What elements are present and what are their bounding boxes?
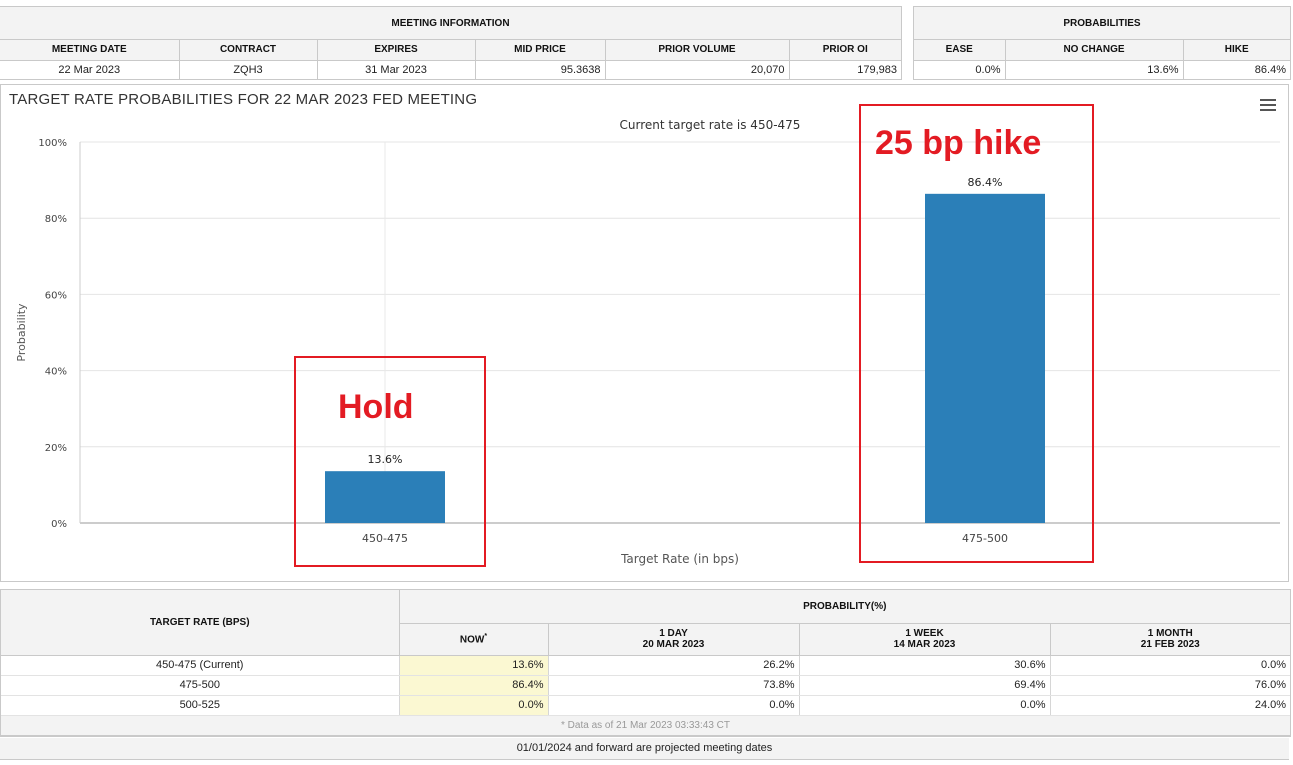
mid-price-value: 95.3638 [475,60,606,79]
projected-dates-note: 01/01/2024 and forward are projected mee… [0,738,1289,760]
y-tick-label: 100% [38,138,67,149]
x-tick-label: 475-500 [962,532,1008,545]
col-mid-price: MID PRICE [475,40,606,61]
col-hike: HIKE [1183,40,1290,61]
row-rate: 450-475 (Current) [1,655,400,676]
bar-data-label: 86.4% [968,176,1003,189]
contract-value: ZQH3 [179,60,318,79]
chart-subtitle: Current target rate is 450-475 [620,118,801,132]
probabilities-table: EASE NO CHANGE HIKE 0.0% 13.6% 86.4% [914,40,1290,79]
row-1-day: 26.2% [548,655,800,676]
y-tick-label: 60% [45,290,67,301]
hamburger-menu-icon[interactable] [1260,99,1276,111]
row-1-day: 73.8% [548,675,800,696]
meeting-information-header: MEETING INFORMATION [0,7,901,40]
col-prior-volume: PRIOR VOLUME [605,40,790,61]
target-rate-header: TARGET RATE (BPS) [1,590,400,656]
bar-450-475 [325,471,445,523]
probabilities-panel: PROBABILITIES EASE NO CHANGE HIKE 0.0% 1… [913,6,1291,80]
probabilities-header: PROBABILITIES [914,7,1290,40]
expires-value: 31 Mar 2023 [317,60,476,79]
x-tick-label: 450-475 [362,532,408,545]
table-row: 500-525 0.0% 0.0% 0.0% 24.0% [1,695,1291,716]
col-1-day: 1 DAY 20 MAR 2023 [548,623,800,656]
col-ease: EASE [914,40,1006,61]
row-rate: 500-525 [1,695,400,716]
row-1-week: 69.4% [799,675,1051,696]
meeting-information-panel: MEETING INFORMATION MEETING DATE CONTRAC… [0,6,902,80]
col-contract: CONTRACT [179,40,318,61]
row-1-week: 30.6% [799,655,1051,676]
x-axis-label: Target Rate (in bps) [620,552,739,566]
row-1-month: 0.0% [1050,655,1291,676]
col-expires: EXPIRES [317,40,476,61]
y-tick-label: 20% [45,443,67,454]
prior-volume-value: 20,070 [605,60,790,79]
hold-annotation-box [294,356,486,567]
col-meeting-date: MEETING DATE [0,40,180,61]
y-tick-label: 0% [51,519,67,530]
row-1-month: 76.0% [1050,675,1291,696]
probability-table-panel: TARGET RATE (BPS) PROBABILITY(%) NOW* 1 … [0,589,1291,737]
prior-oi-value: 179,983 [857,63,897,76]
table-row: 475-500 86.4% 73.8% 69.4% 76.0% [1,675,1291,696]
table-row: 450-475 (Current) 13.6% 26.2% 30.6% 0.0% [1,655,1291,676]
meeting-date-value: 22 Mar 2023 [0,60,180,79]
no-change-value: 13.6% [1005,60,1184,79]
bar-data-label: 13.6% [368,453,403,466]
ease-value: 0.0% [914,60,1006,79]
col-now: NOW* [399,623,549,656]
bar-475-500 [925,193,1045,523]
row-now: 86.4% [399,675,549,696]
bar-chart: Current target rate is 450-475 0% 20% 40% 60… [15,118,1280,566]
col-1-month: 1 MONTH 21 FEB 2023 [1050,623,1291,656]
y-tick-label: 40% [45,367,67,378]
probability-header: PROBABILITY(%) [399,590,1291,624]
row-rate: 475-500 [1,675,400,696]
hike-annotation-text: 25 bp hike [875,124,1042,162]
col-no-change: NO CHANGE [1005,40,1184,61]
row-1-month: 24.0% [1050,695,1291,716]
probability-table: TARGET RATE (BPS) PROBABILITY(%) NOW* 1 … [1,590,1291,736]
row-1-day: 0.0% [548,695,800,716]
col-prior-oi: PRIOR OI [789,40,901,61]
y-axis-label: Probability [15,303,28,362]
data-timestamp-note: * Data as of 21 Mar 2023 03:33:43 CT [1,715,1291,736]
hike-value: 86.4% [1254,63,1286,76]
hold-annotation-text: Hold [338,388,414,426]
hike-annotation-box [859,104,1094,563]
col-1-week: 1 WEEK 14 MAR 2023 [799,623,1051,656]
y-tick-label: 80% [45,214,67,225]
row-now: 0.0% [399,695,549,716]
chart-title: TARGET RATE PROBABILITIES FOR 22 MAR 202… [9,91,478,108]
row-now: 13.6% [399,655,549,676]
row-1-week: 0.0% [799,695,1051,716]
meeting-information-table: MEETING DATE CONTRACT EXPIRES MID PRICE … [0,40,901,79]
chart-panel: TARGET RATE PROBABILITIES FOR 22 MAR 202… [0,84,1289,582]
